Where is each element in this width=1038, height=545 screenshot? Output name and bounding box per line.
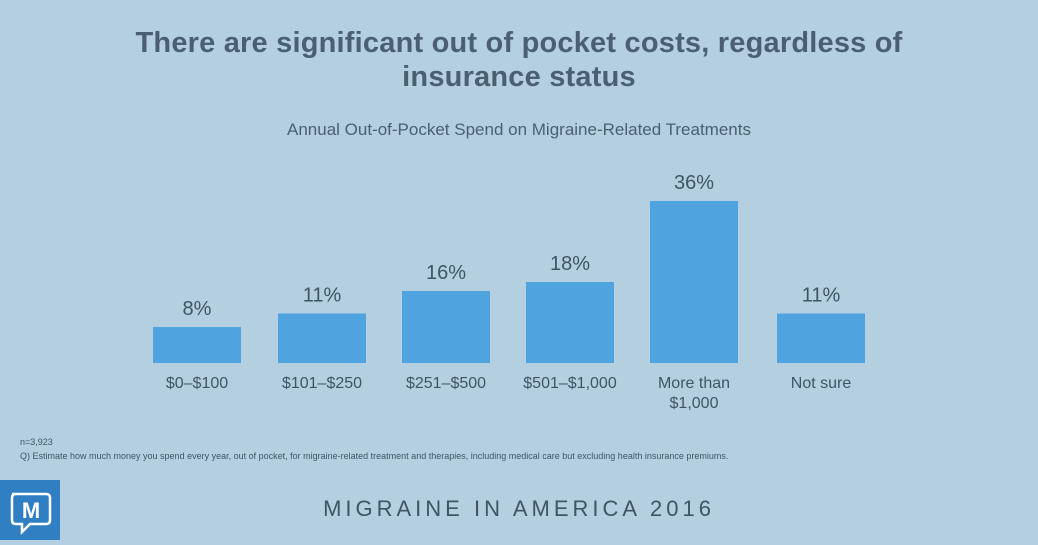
- bar: [777, 313, 865, 363]
- page-title: There are significant out of pocket cost…: [60, 26, 978, 94]
- svg-text:M: M: [22, 498, 40, 523]
- bar: [402, 291, 490, 363]
- category-label: $101–$250: [282, 375, 362, 392]
- category-label: More than: [658, 375, 730, 392]
- bar: [650, 201, 738, 363]
- chart-title: Annual Out-of-Pocket Spend on Migraine-R…: [287, 120, 751, 139]
- migraine-logo: M: [0, 480, 60, 540]
- data-label: 8%: [183, 298, 212, 320]
- sample-size-note: n=3,923: [20, 437, 53, 447]
- data-label: 16%: [426, 262, 466, 284]
- data-label: 18%: [550, 253, 590, 275]
- data-label: 36%: [674, 172, 714, 194]
- bar: [153, 327, 241, 363]
- bar-chart: 8% $0–$100 11% $101–$250 16% $251–$500 18% $501…: [153, 172, 865, 412]
- category-label: $0–$100: [166, 375, 228, 392]
- data-label: 11%: [802, 285, 841, 307]
- category-label: Not sure: [791, 375, 852, 392]
- footer-title: MIGRAINE IN AMERICA 2016: [323, 496, 715, 521]
- bar: [278, 313, 366, 363]
- title-line-1: There are significant out of pocket cost…: [135, 27, 903, 59]
- data-label: 11%: [303, 285, 342, 307]
- category-label: $1,000: [670, 395, 719, 412]
- category-label: $251–$500: [406, 375, 486, 392]
- bar: [526, 282, 614, 363]
- title-line-2: insurance status: [402, 61, 636, 93]
- question-note: Q) Estimate how much money you spend eve…: [20, 451, 729, 461]
- category-label: $501–$1,000: [523, 375, 617, 392]
